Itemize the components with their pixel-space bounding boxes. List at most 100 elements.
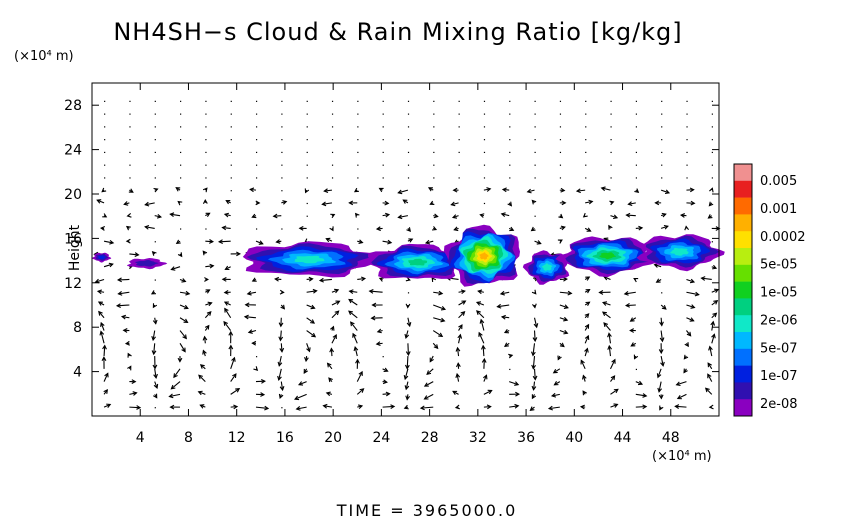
- wind-arrow-head: [202, 349, 207, 355]
- wind-arrow-head: [249, 187, 255, 193]
- wind-arrow-head: [278, 336, 284, 342]
- wind-arrow-head: [275, 239, 281, 244]
- wind-arrow-head: [530, 226, 536, 232]
- wind-arrow: [660, 225, 669, 229]
- wind-arrow-head: [348, 298, 354, 304]
- wind-dot: [686, 177, 688, 179]
- wind-arrow: [278, 368, 282, 380]
- wind-dot: [635, 100, 638, 102]
- wind-arrow-head: [656, 373, 662, 379]
- wind-arrow-head: [708, 345, 713, 351]
- wind-arrow-head: [101, 187, 107, 193]
- wind-arrow-head: [532, 303, 537, 309]
- wind-arrow-head: [433, 344, 439, 350]
- wind-arrow: [610, 215, 618, 219]
- wind-arrow-head: [136, 405, 142, 410]
- wind-arrow-head: [479, 318, 485, 324]
- wind-arrow-head: [202, 335, 208, 341]
- wind-arrow-head: [103, 388, 108, 394]
- y-axis: 4 8 12 16 20 24 28: [64, 98, 719, 381]
- wind-arrow-head: [686, 331, 692, 337]
- wind-arrow-head: [122, 328, 128, 333]
- wind-arrow-head: [104, 372, 109, 378]
- wind-arrow-head: [368, 288, 374, 294]
- wind-arrow-head: [295, 406, 301, 411]
- wind-dot: [635, 113, 638, 115]
- wind-arrow: [118, 291, 130, 295]
- wind-arrow-head: [123, 201, 129, 206]
- wind-arrow-head: [707, 362, 712, 368]
- x-tick-label: 8: [184, 430, 193, 446]
- y-tick-label: 16: [64, 231, 82, 247]
- wind-arrow-head: [585, 276, 591, 281]
- wind-arrow-head: [582, 374, 587, 380]
- wind-arrow-head: [532, 337, 538, 343]
- wind-dot: [433, 177, 435, 179]
- wind-arrow-head: [683, 368, 688, 374]
- wind-arrow-head: [198, 374, 203, 380]
- wind-arrow: [369, 290, 383, 293]
- wind-arrow-head: [280, 304, 286, 310]
- wind-arrow: [97, 199, 105, 204]
- time-label: TIME = 3965000.0: [336, 501, 518, 519]
- wind-arrow: [306, 317, 315, 324]
- wind-arrow-head: [561, 200, 567, 206]
- wind-arrow: [480, 319, 485, 331]
- wind-arrow-head: [426, 370, 432, 375]
- wind-dot: [205, 151, 207, 154]
- wind-arrow-head: [460, 311, 466, 316]
- wind-dot: [306, 100, 308, 102]
- wind-arrow-head: [475, 301, 482, 306]
- wind-arrow-head: [404, 385, 410, 391]
- wind-arrow: [580, 360, 586, 370]
- wind-arrow-head: [173, 373, 178, 379]
- wind-arrow-head: [334, 310, 340, 316]
- wind-dot: [255, 100, 258, 102]
- wind-arrow-head: [637, 380, 644, 386]
- wind-arrow-head: [126, 213, 132, 218]
- wind-arrow-head: [659, 337, 665, 343]
- wind-arrow: [433, 317, 445, 322]
- wind-arrow-head: [674, 404, 680, 409]
- wind-arrow-head: [633, 354, 639, 360]
- wind-arrow-head: [116, 277, 122, 283]
- y-tick-label: 12: [64, 276, 82, 292]
- wind-arrow-head: [397, 214, 403, 220]
- wind-arrow: [426, 368, 434, 375]
- wind-dot: [357, 126, 359, 128]
- wind-dot: [104, 164, 106, 166]
- wind-arrow-head: [664, 189, 671, 195]
- wind-arrow-head: [563, 316, 569, 322]
- wind-dot: [104, 151, 106, 154]
- wind-arrow: [129, 392, 137, 395]
- wind-arrow-head: [231, 356, 236, 362]
- wind-arrow: [660, 189, 670, 194]
- wind-arrow-head: [387, 239, 393, 245]
- wind-arrow-head: [608, 224, 613, 230]
- wind-arrow-head: [557, 239, 563, 244]
- wind-arrow: [103, 345, 106, 357]
- wind-arrow-head: [531, 394, 537, 400]
- wind-dot: [306, 202, 308, 205]
- colorbar-swatch: [734, 264, 752, 282]
- wind-dot: [382, 356, 384, 358]
- wind-arrow-head: [684, 225, 690, 231]
- wind-arrow-head: [455, 346, 461, 352]
- wind-arrow-head: [531, 385, 537, 391]
- wind-arrow: [279, 330, 282, 341]
- wind-arrow-head: [378, 187, 384, 193]
- wind-arrow: [433, 304, 446, 310]
- wind-dot: [154, 177, 156, 179]
- wind-dot: [534, 100, 536, 102]
- wind-arrow-head: [348, 200, 354, 206]
- colorbar-swatch: [734, 332, 752, 350]
- wind-arrow: [330, 348, 333, 357]
- wind-arrow-head: [424, 239, 431, 245]
- wind-arrow: [483, 390, 492, 395]
- wind-arrow: [198, 374, 206, 382]
- wind-arrow-head: [575, 188, 581, 194]
- wind-arrow-head: [408, 238, 414, 243]
- wind-arrow-head: [405, 276, 411, 282]
- colorbar-swatch: [734, 399, 752, 417]
- wind-arrow-head: [431, 277, 437, 283]
